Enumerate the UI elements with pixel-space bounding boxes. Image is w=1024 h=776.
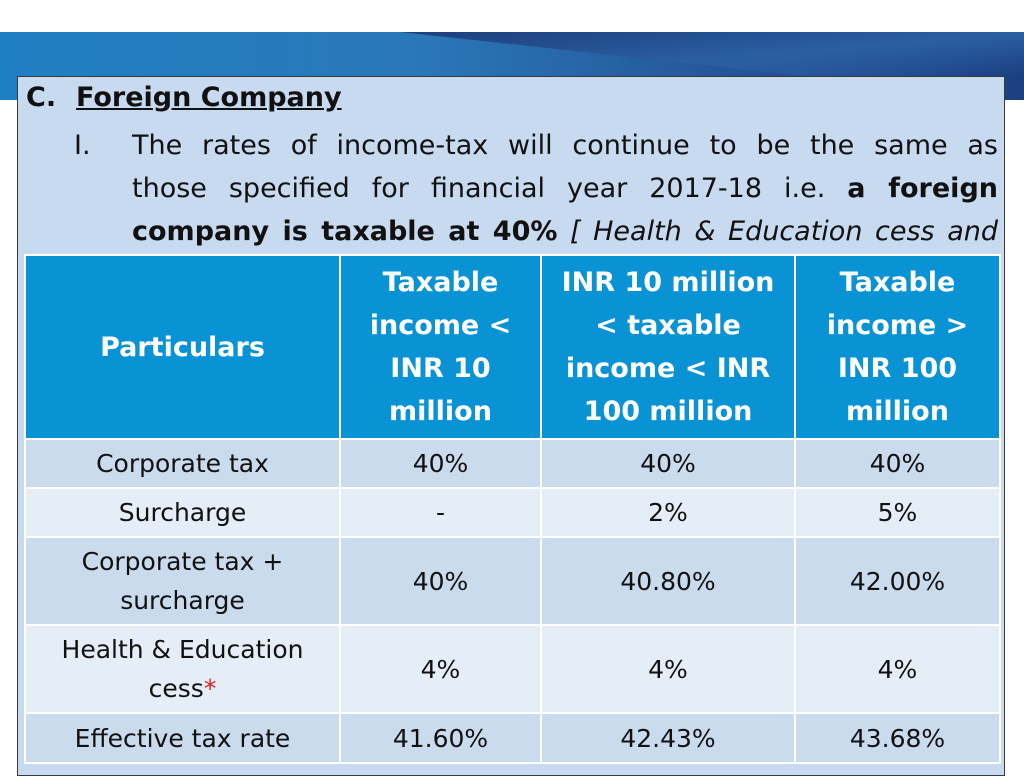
table-cell: 40.80%	[540, 536, 796, 626]
row-label-cess: Health & Education cess*	[24, 624, 341, 714]
header-slab-2: INR 10 million < taxable income < INR 10…	[540, 254, 796, 440]
table-row: Health & Education cess* 4% 4% 4%	[24, 624, 1001, 714]
table-row: Corporate tax 40% 40% 40%	[24, 438, 1001, 489]
section-letter: C.	[26, 82, 57, 113]
table-cell: 40%	[540, 438, 796, 489]
header-particulars: Particulars	[24, 254, 341, 440]
paragraph-number: I.	[74, 130, 91, 161]
paragraph-line-1: The rates of income-tax will continue to…	[132, 130, 998, 161]
table-cell: 4%	[540, 624, 796, 714]
table-cell: 2%	[540, 487, 796, 538]
paragraph-line-3-bold: company is taxable at 40%	[132, 216, 558, 247]
table-cell: 4%	[794, 624, 1001, 714]
table-cell: 42.00%	[794, 536, 1001, 626]
table-row: Corporate tax + surcharge 40% 40.80% 42.…	[24, 536, 1001, 626]
header-slab-3: Taxable income > INR 100 million	[794, 254, 1001, 440]
section-heading: C. Foreign Company	[26, 82, 342, 113]
header-slab-1: Taxable income < INR 10 million	[339, 254, 542, 440]
table-cell: 5%	[794, 487, 1001, 538]
asterisk-mark: *	[203, 674, 217, 703]
paragraph-text: The rates of income-tax will continue to…	[132, 124, 998, 253]
tax-rate-table: Particulars Taxable income < INR 10 mill…	[24, 254, 1001, 764]
paragraph-line-2-bold: a foreign	[847, 173, 998, 204]
table-cell: 4%	[339, 624, 542, 714]
row-label: Effective tax rate	[24, 712, 341, 764]
row-label: Corporate tax + surcharge	[24, 536, 341, 626]
table-row: Effective tax rate 41.60% 42.43% 43.68%	[24, 712, 1001, 764]
table-cell: 40%	[339, 438, 542, 489]
table-cell: 40%	[794, 438, 1001, 489]
table-cell: 43.68%	[794, 712, 1001, 764]
paragraph-line-2-text: those specified for financial year 2017-…	[132, 173, 848, 204]
paragraph-line-2: those specified for financial year 2017-…	[132, 167, 998, 210]
paragraph-line-3: company is taxable at 40% [ Health & Edu…	[132, 210, 998, 253]
paragraph-item: I. The rates of income-tax will continue…	[74, 124, 998, 253]
table-row: Surcharge - 2% 5%	[24, 487, 1001, 538]
row-label: Corporate tax	[24, 438, 341, 489]
row-label: Surcharge	[24, 487, 341, 538]
table-cell: -	[339, 487, 542, 538]
paragraph-line-3-italic: [ Health & Education cess and	[557, 216, 998, 247]
table-cell: 40%	[339, 536, 542, 626]
table-cell: 41.60%	[339, 712, 542, 764]
section-title: Foreign Company	[76, 82, 342, 113]
table-header-row: Particulars Taxable income < INR 10 mill…	[24, 254, 1001, 440]
table-cell: 42.43%	[540, 712, 796, 764]
row-label-text: Health & Education cess	[61, 635, 304, 703]
